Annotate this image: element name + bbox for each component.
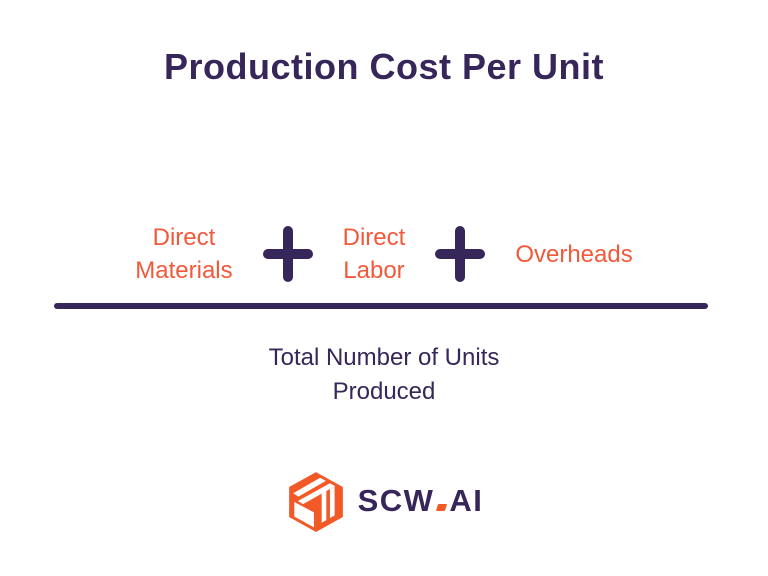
scw-ai-logo: SCW AI bbox=[0, 470, 768, 532]
formula-denominator: Total Number of Units Produced bbox=[0, 341, 768, 409]
denominator-line: Total Number of Units bbox=[268, 344, 500, 371]
plus-icon bbox=[433, 224, 487, 284]
term-line: Direct bbox=[342, 224, 406, 251]
box-icon bbox=[285, 470, 347, 532]
formula-numerator: Direct Materials Direct Labor Overheads bbox=[0, 221, 768, 287]
plus-icon bbox=[261, 224, 315, 284]
term-overheads: Overheads bbox=[515, 238, 632, 271]
term-line: Overheads bbox=[515, 240, 633, 268]
page-title: Production Cost Per Unit bbox=[163, 46, 604, 87]
term-direct-labor: Direct Labor bbox=[343, 221, 406, 287]
denominator-line: Produced bbox=[332, 378, 436, 405]
term-line: Direct bbox=[152, 224, 216, 251]
term-direct-materials: Direct Materials bbox=[135, 221, 232, 287]
term-line: Materials bbox=[135, 257, 233, 284]
logo-dot bbox=[436, 504, 448, 511]
logo-wordmark: SCW AI bbox=[358, 483, 484, 519]
term-line: Labor bbox=[343, 257, 405, 284]
logo-text-scw: SCW bbox=[357, 483, 435, 518]
fraction-divider-line bbox=[54, 303, 708, 309]
logo-text-ai: AI bbox=[449, 483, 484, 518]
